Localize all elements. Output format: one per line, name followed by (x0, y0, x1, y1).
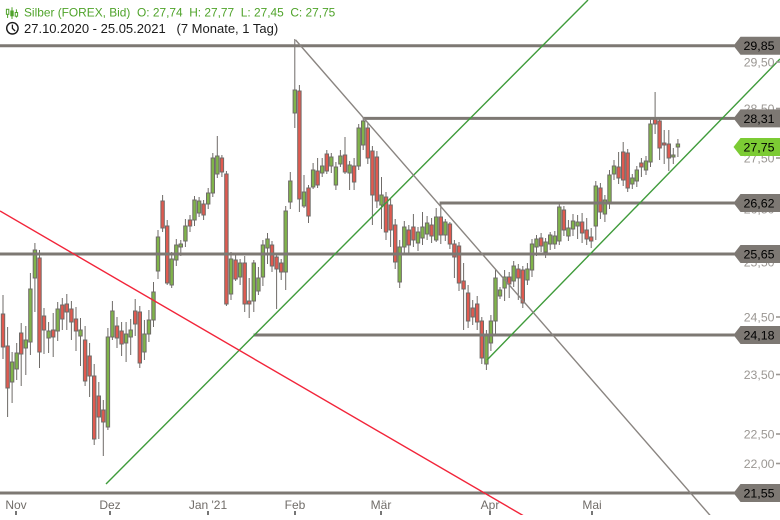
svg-text:27.10.2020 - 25.05.2021 (7 M: 27.10.2020 - 25.05.2021 (7 Monate, 1 Tag… (24, 21, 278, 36)
svg-text:23,50: 23,50 (744, 368, 775, 382)
svg-text:27,75: 27,75 (744, 140, 775, 154)
svg-text:24,18: 24,18 (744, 328, 775, 342)
svg-text:Silber (FOREX, Bid) O: 27,74: Silber (FOREX, Bid) O: 27,74 H: 27,77 L:… (24, 6, 336, 20)
svg-text:Dez: Dez (99, 498, 120, 512)
svg-text:26,62: 26,62 (744, 196, 775, 210)
svg-text:Feb: Feb (285, 498, 306, 512)
svg-text:24,50: 24,50 (744, 311, 775, 325)
svg-text:21,55: 21,55 (744, 486, 775, 500)
svg-text:22,50: 22,50 (744, 428, 775, 442)
svg-text:Mai: Mai (582, 498, 601, 512)
svg-text:22,00: 22,00 (744, 457, 775, 471)
svg-text:29,50: 29,50 (744, 56, 775, 70)
svg-text:Nov: Nov (5, 498, 26, 512)
svg-text:29,85: 29,85 (744, 39, 775, 53)
svg-text:Mär: Mär (371, 498, 392, 512)
svg-text:Jan '21: Jan '21 (189, 498, 228, 512)
svg-text:Apr: Apr (481, 498, 500, 512)
svg-text:28,31: 28,31 (744, 112, 775, 126)
svg-text:25,65: 25,65 (744, 247, 775, 261)
